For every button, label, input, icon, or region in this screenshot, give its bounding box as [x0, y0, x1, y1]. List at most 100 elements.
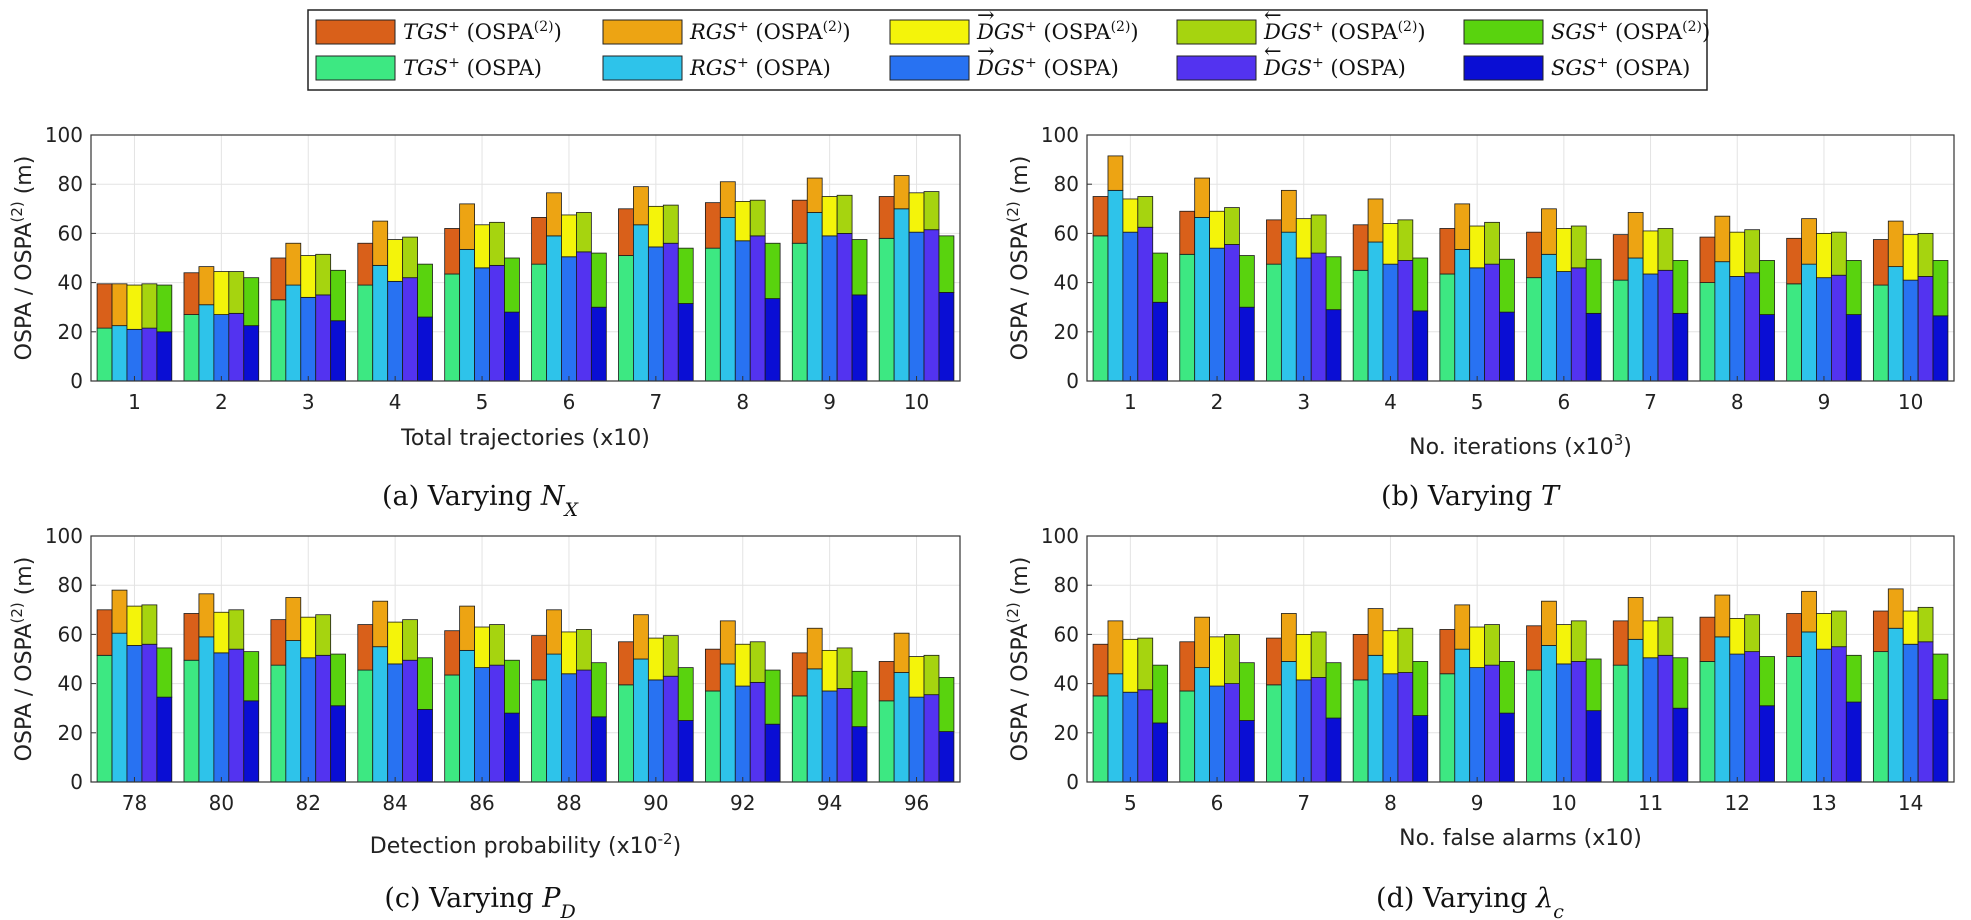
- bar-ospa2-fdgs2: [474, 626, 490, 669]
- bar-ospa-sgs: [1585, 710, 1602, 783]
- bar-ospa-rgs: [1280, 661, 1297, 783]
- x-tick-label: 14: [1898, 791, 1923, 815]
- bar-ospa-rgs: [1194, 667, 1210, 783]
- bar-ospa-rgs: [1454, 248, 1471, 382]
- bars: [96, 589, 955, 783]
- bar-ospa-rgs: [893, 208, 910, 382]
- bar-ospa-bdgs: [1917, 641, 1934, 783]
- bar-ospa-fdgs: [474, 267, 490, 382]
- bar-ospa-fdgs: [908, 231, 925, 382]
- y-tick-label: 80: [58, 172, 83, 196]
- x-tick-label: 9: [823, 390, 836, 414]
- bar-ospa-fdgs: [387, 280, 404, 382]
- bar-ospa2-sgs2: [590, 252, 607, 308]
- bar-ospa-rgs: [806, 668, 823, 783]
- bar-ospa-rgs: [1280, 231, 1297, 382]
- bar-ospa2-sgs2: [156, 647, 173, 698]
- bar-ospa2-sgs2: [1759, 260, 1775, 315]
- y-tick-label: 80: [1054, 573, 1079, 597]
- bar-ospa2-bdgs2: [1657, 228, 1674, 271]
- bar-ospa2-rgs2: [1194, 616, 1210, 669]
- legend-close: ): [1417, 20, 1425, 44]
- bar-ospa2-rgs2: [1541, 600, 1557, 646]
- bar-ospa2-tgs2: [1092, 196, 1109, 237]
- bar-ospa-rgs: [1107, 673, 1124, 783]
- bar-ospa2-bdgs2: [1917, 232, 1934, 277]
- y-axis-label-main: OSPA / OSPA: [1008, 223, 1033, 361]
- bar-ospa2-tgs2: [618, 208, 634, 256]
- legend-close: ): [1130, 20, 1138, 44]
- caption-sub: X: [563, 499, 580, 521]
- bar-ospa2-fdgs2: [300, 616, 317, 659]
- x-tick-label: 92: [730, 791, 755, 815]
- bar-ospa-rgs: [1801, 631, 1817, 783]
- bar-ospa2-tgs2: [270, 257, 287, 301]
- bar-ospa2-sgs2: [1325, 256, 1342, 311]
- caption-var: P: [541, 883, 561, 914]
- bar-ospa2-sgs2: [1672, 657, 1689, 709]
- bar-ospa-fdgs: [126, 328, 143, 382]
- x-tick-label: 5: [476, 390, 489, 414]
- bar-ospa2-bdgs2: [1484, 221, 1500, 265]
- y-tick-label: 80: [1054, 172, 1079, 196]
- bar-ospa-rgs: [111, 632, 128, 783]
- bar-ospa-fdgs: [300, 657, 317, 783]
- bar-ospa-bdgs: [1484, 664, 1500, 783]
- legend-metric: (OSPA: [749, 20, 824, 44]
- bar-ospa2-tgs2: [1092, 643, 1109, 697]
- bar-ospa-rgs: [719, 663, 736, 783]
- bar-ospa2-tgs2: [1612, 234, 1629, 281]
- bar-ospa-tgs: [618, 684, 634, 783]
- bar-ospa-rgs: [1367, 241, 1384, 382]
- bar-ospa-rgs: [546, 235, 562, 382]
- bar-ospa2-sgs2: [504, 659, 520, 714]
- bar-ospa2-rgs2: [546, 609, 562, 655]
- y-axis-label: OSPA / OSPA(2) (m): [1004, 557, 1033, 762]
- bar-ospa2-rgs2: [806, 177, 823, 213]
- bar-ospa-bdgs: [1224, 683, 1240, 783]
- bar-ospa-tgs: [618, 255, 634, 382]
- x-axis-label-main: No. iterations (x10: [1409, 435, 1614, 460]
- legend-label-tgs: TGS+ (OSPA): [403, 55, 542, 80]
- bar-ospa-tgs: [96, 654, 113, 783]
- bar-ospa2-bdgs2: [749, 641, 766, 683]
- bar-ospa2-rgs2: [806, 627, 823, 670]
- bar-ospa-fdgs: [561, 256, 577, 382]
- legend-arrow-bdgs: ←: [1264, 39, 1282, 63]
- bar-ospa-sgs: [1412, 715, 1429, 783]
- bar-ospa-rgs: [1887, 266, 1904, 382]
- bar-ospa2-fdgs2: [821, 196, 838, 237]
- bar-ospa2-tgs2: [531, 635, 547, 681]
- x-axis-label: Total trajectories (x10): [400, 426, 650, 451]
- bar-ospa-rgs: [546, 653, 562, 783]
- bar-ospa-sgs: [1239, 306, 1255, 382]
- y-axis-label-suffix: (m): [12, 156, 37, 202]
- bar-ospa-bdgs: [749, 235, 766, 382]
- bar-ospa-fdgs: [1295, 679, 1312, 783]
- bar-ospa-rgs: [459, 649, 475, 783]
- bar-ospa-fdgs: [474, 667, 490, 783]
- legend-swatch-fdgs2: [889, 19, 970, 45]
- bar-ospa-tgs: [183, 659, 200, 783]
- bar-ospa2-bdgs2: [923, 654, 940, 696]
- caption: (d) Varying λc: [1376, 883, 1564, 920]
- bar-ospa-sgs: [1412, 310, 1429, 382]
- x-tick-label: 1: [128, 390, 141, 414]
- bar-ospa2-bdgs2: [836, 194, 853, 234]
- bar-ospa2-rgs2: [372, 600, 389, 648]
- bar-ospa-fdgs: [126, 645, 143, 783]
- bar-ospa-fdgs: [1555, 663, 1572, 783]
- legend: TGS+ (OSPA(2)) RGS+ (OSPA(2)) DGS+ (OSPA(2…: [307, 3, 1710, 91]
- bar-ospa2-bdgs2: [141, 283, 158, 329]
- bar-ospa2-sgs2: [1759, 656, 1775, 707]
- bar-ospa2-sgs2: [1585, 258, 1602, 314]
- bar-ospa2-fdgs2: [1209, 636, 1225, 687]
- x-tick-label: 10: [1551, 791, 1576, 815]
- bar-ospa2-fdgs2: [908, 192, 925, 233]
- bar-ospa-rgs: [1627, 638, 1644, 783]
- x-ticks: 78 80 82 84 86 88 90 92 94 96: [122, 777, 929, 815]
- bar-ospa-rgs: [1107, 189, 1124, 382]
- bar-ospa2-tgs2: [791, 652, 808, 697]
- bar-ospa2-fdgs2: [1295, 218, 1312, 259]
- x-tick-label: 84: [382, 791, 407, 815]
